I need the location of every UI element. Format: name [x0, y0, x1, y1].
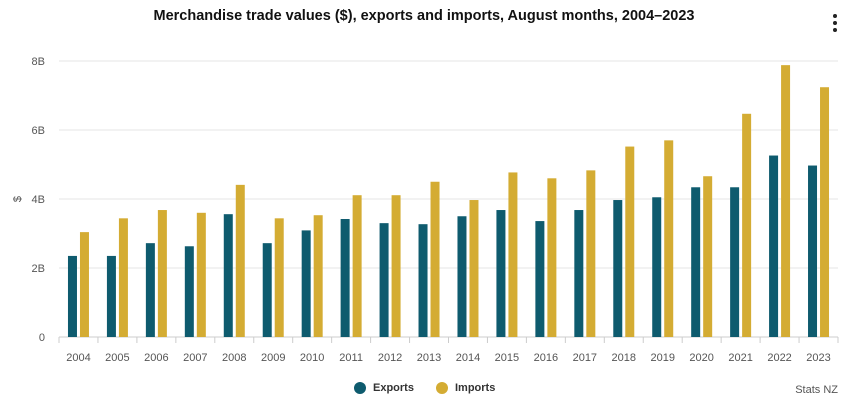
x-tick-label: 2010 — [300, 352, 324, 364]
legend-label-exports: Exports — [373, 382, 414, 394]
y-axis-label: $ — [12, 196, 24, 202]
x-tick-label: 2013 — [417, 352, 441, 364]
x-tick-label: 2007 — [183, 352, 207, 364]
x-tick-label: 2008 — [222, 352, 246, 364]
bar-exports-2022 — [769, 155, 779, 337]
chart-menu-button[interactable] — [826, 12, 844, 34]
bar-exports-2005 — [106, 255, 116, 337]
bar-exports-2009 — [262, 243, 272, 337]
legend-label-imports: Imports — [455, 382, 496, 394]
bar-exports-2014 — [457, 216, 467, 337]
x-tick-label: 2014 — [456, 352, 480, 364]
bar-imports-2011 — [352, 195, 362, 337]
bar-imports-2016 — [547, 178, 557, 337]
bar-imports-2008 — [235, 184, 245, 337]
x-tick-label: 2021 — [728, 352, 752, 364]
x-tick-label: 2018 — [612, 352, 636, 364]
bar-exports-2011 — [340, 219, 350, 337]
bar-exports-2007 — [184, 246, 194, 337]
bar-exports-2019 — [652, 197, 662, 337]
y-tick-label: 6B — [32, 125, 45, 137]
x-tick-label: 2006 — [144, 352, 168, 364]
bar-imports-2017 — [586, 170, 596, 337]
bar-exports-2010 — [301, 230, 311, 337]
bar-exports-2020 — [691, 187, 701, 337]
legend-marker-exports — [354, 382, 366, 394]
bar-imports-2014 — [469, 200, 479, 337]
bar-exports-2015 — [496, 210, 506, 337]
x-tick-label: 2005 — [105, 352, 129, 364]
bar-exports-2008 — [223, 214, 233, 337]
bar-imports-2013 — [430, 181, 440, 337]
bar-imports-2005 — [118, 218, 128, 337]
x-tick-label: 2023 — [806, 352, 830, 364]
bar-imports-2006 — [157, 210, 167, 337]
x-tick-label: 2022 — [767, 352, 791, 364]
bar-imports-2015 — [508, 172, 518, 337]
legend-item-imports[interactable]: Imports — [436, 382, 495, 394]
y-tick-label: 2B — [32, 263, 45, 275]
y-tick-label: 4B — [32, 194, 45, 206]
bar-exports-2023 — [808, 165, 818, 337]
legend-item-exports[interactable]: Exports — [354, 382, 414, 394]
bar-exports-2004 — [67, 255, 77, 337]
x-tick-label: 2011 — [339, 352, 363, 364]
bar-exports-2012 — [379, 223, 389, 337]
source-credit[interactable]: Stats NZ — [795, 384, 838, 396]
vertical-dots-icon — [833, 14, 837, 18]
bar-imports-2012 — [391, 195, 401, 337]
bar-imports-2007 — [196, 212, 206, 337]
legend: Exports Imports — [0, 382, 848, 398]
legend-marker-imports — [436, 382, 448, 394]
chart-title: Merchandise trade values ($), exports an… — [153, 8, 695, 24]
bar-imports-2023 — [820, 87, 830, 337]
x-tick-label: 2004 — [66, 352, 90, 364]
bar-exports-2006 — [145, 243, 155, 337]
x-tick-label: 2015 — [495, 352, 519, 364]
x-tick-label: 2009 — [261, 352, 285, 364]
x-tick-label: 2017 — [573, 352, 597, 364]
bar-exports-2018 — [613, 200, 623, 337]
bar-imports-2009 — [274, 218, 284, 337]
bar-imports-2010 — [313, 215, 323, 337]
bar-exports-2013 — [418, 224, 428, 337]
x-tick-label: 2020 — [689, 352, 713, 364]
vertical-dots-icon-dot — [833, 28, 837, 32]
x-tick-label: 2012 — [378, 352, 402, 364]
vertical-dots-icon-dot — [833, 21, 837, 25]
bar-imports-2022 — [781, 65, 791, 337]
bar-imports-2019 — [664, 140, 674, 337]
bar-imports-2018 — [625, 146, 635, 337]
y-tick-label: 0 — [39, 332, 45, 344]
bar-exports-2016 — [535, 221, 545, 337]
x-tick-label: 2016 — [534, 352, 558, 364]
y-tick-label: 8B — [32, 56, 45, 68]
bar-imports-2021 — [742, 113, 752, 337]
x-tick-label: 2019 — [650, 352, 674, 364]
bar-imports-2004 — [79, 232, 89, 337]
bar-exports-2017 — [574, 210, 584, 337]
bar-exports-2021 — [730, 187, 740, 337]
bar-imports-2020 — [703, 176, 713, 337]
